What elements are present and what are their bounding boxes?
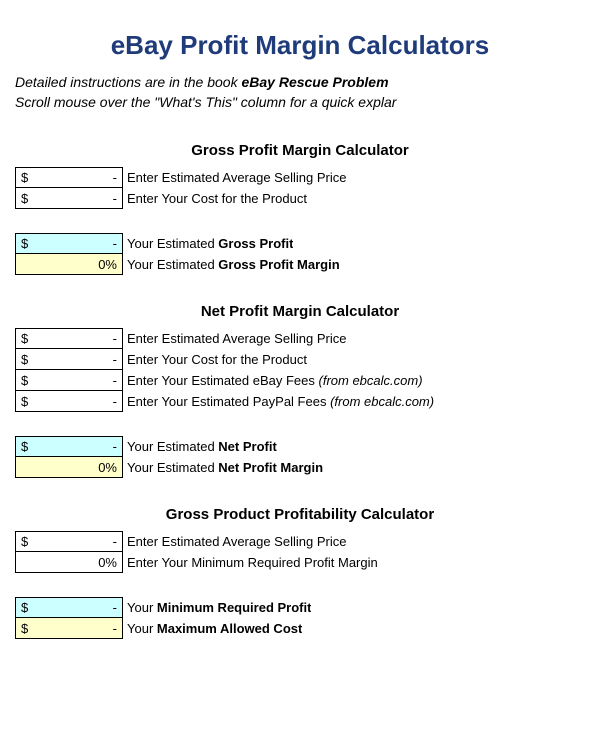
net-inputs: $ - Enter Estimated Average Selling Pric… — [15, 328, 585, 412]
currency-prefix: $ — [21, 618, 28, 639]
input-value: 0% — [98, 552, 117, 573]
product-max-cost-label: Your Maximum Allowed Cost — [123, 618, 302, 639]
instructions-line1-pre: Detailed instructions are in the book — [15, 74, 241, 90]
product-min-margin-input[interactable]: 0% — [15, 551, 123, 573]
page-title: eBay Profit Margin Calculators — [15, 30, 585, 61]
net-section-title: Net Profit Margin Calculator — [15, 303, 585, 320]
product-min-profit-label: Your Minimum Required Profit — [123, 597, 311, 618]
net-paypal-fees-input[interactable]: $ - — [15, 390, 123, 412]
net-margin-label: Your Estimated Net Profit Margin — [123, 457, 323, 478]
product-max-cost-output: $ - — [15, 617, 123, 639]
currency-prefix: $ — [21, 391, 28, 412]
currency-prefix: $ — [21, 370, 28, 391]
product-section-title: Gross Product Profitability Calculator — [15, 506, 585, 523]
product-selling-price-label: Enter Estimated Average Selling Price — [123, 531, 346, 552]
net-results: $ - Your Estimated Net Profit 0% Your Es… — [15, 436, 585, 478]
net-ebay-fees-input[interactable]: $ - — [15, 369, 123, 391]
gross-results: $ - Your Estimated Gross Profit 0% Your … — [15, 233, 585, 275]
currency-prefix: $ — [21, 531, 28, 552]
gross-selling-price-input[interactable]: $ - — [15, 167, 123, 188]
gross-margin-label: Your Estimated Gross Profit Margin — [123, 254, 340, 275]
output-value: 0% — [98, 457, 117, 478]
input-value: - — [113, 188, 117, 209]
currency-prefix: $ — [21, 233, 28, 254]
currency-prefix: $ — [21, 349, 28, 370]
gross-selling-price-label: Enter Estimated Average Selling Price — [123, 167, 346, 188]
net-selling-price-label: Enter Estimated Average Selling Price — [123, 328, 346, 349]
instructions: Detailed instructions are in the book eB… — [15, 73, 585, 112]
currency-prefix: $ — [21, 436, 28, 457]
net-margin-output: 0% — [15, 456, 123, 478]
net-profit-label: Your Estimated Net Profit — [123, 436, 277, 457]
currency-prefix: $ — [21, 167, 28, 188]
product-selling-price-input[interactable]: $ - — [15, 531, 123, 552]
gross-margin-output: 0% — [15, 253, 123, 275]
gross-cost-label: Enter Your Cost for the Product — [123, 188, 307, 209]
net-cost-label: Enter Your Cost for the Product — [123, 349, 307, 370]
output-value: - — [113, 597, 117, 618]
net-profit-output: $ - — [15, 436, 123, 457]
gross-inputs: $ - Enter Estimated Average Selling Pric… — [15, 167, 585, 209]
output-value: - — [113, 436, 117, 457]
net-selling-price-input[interactable]: $ - — [15, 328, 123, 349]
gross-cost-input[interactable]: $ - — [15, 187, 123, 209]
input-value: - — [113, 349, 117, 370]
currency-prefix: $ — [21, 597, 28, 618]
currency-prefix: $ — [21, 328, 28, 349]
input-value: - — [113, 391, 117, 412]
net-cost-input[interactable]: $ - — [15, 348, 123, 370]
gross-section-title: Gross Profit Margin Calculator — [15, 142, 585, 159]
input-value: - — [113, 531, 117, 552]
input-value: - — [113, 328, 117, 349]
product-results: $ - Your Minimum Required Profit $ - You… — [15, 597, 585, 639]
instructions-line2: Scroll mouse over the "What's This" colu… — [15, 94, 396, 110]
gross-profit-output: $ - — [15, 233, 123, 254]
output-value: 0% — [98, 254, 117, 275]
input-value: - — [113, 370, 117, 391]
output-value: - — [113, 233, 117, 254]
currency-prefix: $ — [21, 188, 28, 209]
net-paypal-fees-label: Enter Your Estimated PayPal Fees (from e… — [123, 391, 434, 412]
product-min-margin-label: Enter Your Minimum Required Profit Margi… — [123, 552, 378, 573]
gross-profit-label: Your Estimated Gross Profit — [123, 233, 293, 254]
product-min-profit-output: $ - — [15, 597, 123, 618]
input-value: - — [113, 167, 117, 188]
product-inputs: $ - Enter Estimated Average Selling Pric… — [15, 531, 585, 573]
output-value: - — [113, 618, 117, 639]
net-ebay-fees-label: Enter Your Estimated eBay Fees (from ebc… — [123, 370, 423, 391]
instructions-line1-bold: eBay Rescue Problem — [241, 74, 388, 90]
